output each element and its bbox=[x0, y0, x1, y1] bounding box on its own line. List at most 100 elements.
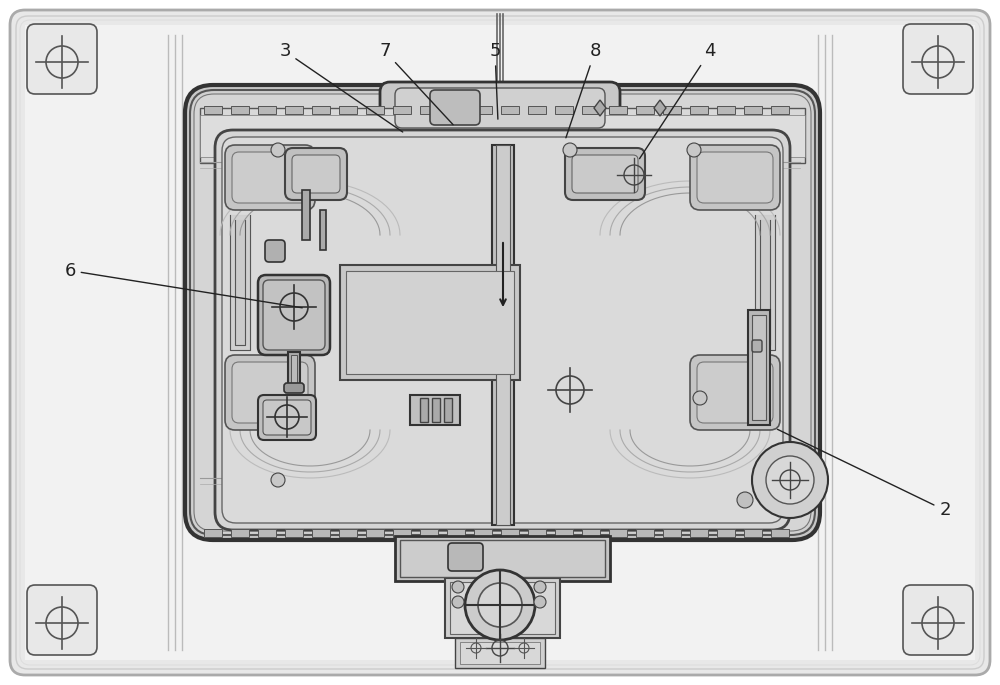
Bar bbox=[501, 529, 519, 537]
Bar bbox=[366, 106, 384, 114]
FancyBboxPatch shape bbox=[697, 152, 773, 203]
Polygon shape bbox=[594, 100, 606, 116]
Bar bbox=[582, 106, 600, 114]
Circle shape bbox=[563, 143, 577, 157]
FancyBboxPatch shape bbox=[27, 585, 97, 655]
Bar bbox=[200, 115, 805, 157]
Bar bbox=[420, 398, 428, 422]
Bar bbox=[395, 536, 610, 581]
Bar bbox=[582, 529, 600, 537]
Bar bbox=[663, 529, 681, 537]
Polygon shape bbox=[235, 220, 245, 345]
Bar bbox=[717, 529, 735, 537]
FancyBboxPatch shape bbox=[284, 383, 304, 393]
Bar bbox=[320, 210, 326, 250]
FancyBboxPatch shape bbox=[225, 145, 315, 210]
FancyBboxPatch shape bbox=[430, 90, 480, 125]
FancyBboxPatch shape bbox=[697, 362, 773, 423]
Bar bbox=[410, 395, 460, 425]
Bar bbox=[474, 106, 492, 114]
Bar bbox=[690, 529, 708, 537]
Bar bbox=[501, 106, 519, 114]
Polygon shape bbox=[760, 220, 770, 345]
Bar bbox=[771, 106, 789, 114]
FancyBboxPatch shape bbox=[258, 275, 330, 355]
FancyBboxPatch shape bbox=[185, 85, 820, 540]
Bar bbox=[432, 398, 440, 422]
Bar bbox=[400, 540, 605, 577]
Polygon shape bbox=[654, 100, 666, 116]
FancyBboxPatch shape bbox=[292, 155, 340, 193]
FancyBboxPatch shape bbox=[395, 88, 605, 128]
FancyBboxPatch shape bbox=[448, 543, 483, 571]
FancyBboxPatch shape bbox=[903, 585, 973, 655]
Circle shape bbox=[766, 456, 814, 504]
Bar bbox=[748, 310, 770, 425]
Circle shape bbox=[271, 143, 285, 157]
FancyBboxPatch shape bbox=[565, 148, 645, 200]
FancyBboxPatch shape bbox=[232, 152, 308, 203]
Bar bbox=[609, 529, 627, 537]
FancyBboxPatch shape bbox=[263, 400, 311, 435]
Bar bbox=[200, 108, 805, 163]
Bar bbox=[393, 106, 411, 114]
Bar bbox=[752, 315, 766, 420]
Text: 7: 7 bbox=[379, 42, 453, 125]
FancyBboxPatch shape bbox=[194, 94, 811, 531]
Circle shape bbox=[737, 492, 753, 508]
Circle shape bbox=[693, 391, 707, 405]
Bar bbox=[231, 106, 249, 114]
Bar bbox=[444, 398, 452, 422]
Bar bbox=[663, 106, 681, 114]
Circle shape bbox=[271, 473, 285, 487]
Bar bbox=[474, 529, 492, 537]
Bar bbox=[636, 106, 654, 114]
FancyBboxPatch shape bbox=[225, 355, 315, 430]
Circle shape bbox=[452, 596, 464, 608]
FancyBboxPatch shape bbox=[258, 395, 316, 440]
FancyBboxPatch shape bbox=[265, 240, 285, 262]
Bar bbox=[690, 106, 708, 114]
FancyBboxPatch shape bbox=[10, 10, 990, 675]
Bar bbox=[291, 355, 297, 384]
Circle shape bbox=[687, 143, 701, 157]
Text: 3: 3 bbox=[279, 42, 403, 132]
FancyBboxPatch shape bbox=[232, 362, 308, 423]
Text: 5: 5 bbox=[489, 42, 501, 119]
Bar bbox=[346, 271, 514, 374]
Circle shape bbox=[534, 596, 546, 608]
Bar bbox=[302, 190, 310, 240]
Bar bbox=[288, 352, 300, 387]
Bar bbox=[258, 106, 276, 114]
Text: 8: 8 bbox=[566, 42, 601, 138]
Bar bbox=[450, 582, 555, 634]
FancyBboxPatch shape bbox=[190, 90, 815, 535]
Bar bbox=[258, 529, 276, 537]
Bar bbox=[204, 529, 222, 537]
Bar bbox=[285, 106, 303, 114]
Bar bbox=[496, 145, 510, 525]
Bar bbox=[555, 106, 573, 114]
Bar bbox=[492, 145, 514, 525]
Bar bbox=[204, 106, 222, 114]
Bar bbox=[447, 529, 465, 537]
FancyBboxPatch shape bbox=[285, 148, 347, 200]
Bar bbox=[339, 529, 357, 537]
FancyBboxPatch shape bbox=[215, 130, 790, 530]
Circle shape bbox=[534, 581, 546, 593]
Bar bbox=[555, 529, 573, 537]
Bar bbox=[636, 529, 654, 537]
Bar bbox=[447, 106, 465, 114]
Bar bbox=[340, 265, 520, 380]
Circle shape bbox=[465, 570, 535, 640]
Bar bbox=[312, 529, 330, 537]
Bar bbox=[744, 529, 762, 537]
Polygon shape bbox=[755, 215, 775, 350]
FancyBboxPatch shape bbox=[572, 155, 638, 193]
Text: 2: 2 bbox=[778, 429, 951, 519]
FancyBboxPatch shape bbox=[690, 145, 780, 210]
FancyBboxPatch shape bbox=[380, 82, 620, 134]
Bar bbox=[771, 529, 789, 537]
Circle shape bbox=[478, 583, 522, 627]
FancyBboxPatch shape bbox=[222, 137, 783, 523]
